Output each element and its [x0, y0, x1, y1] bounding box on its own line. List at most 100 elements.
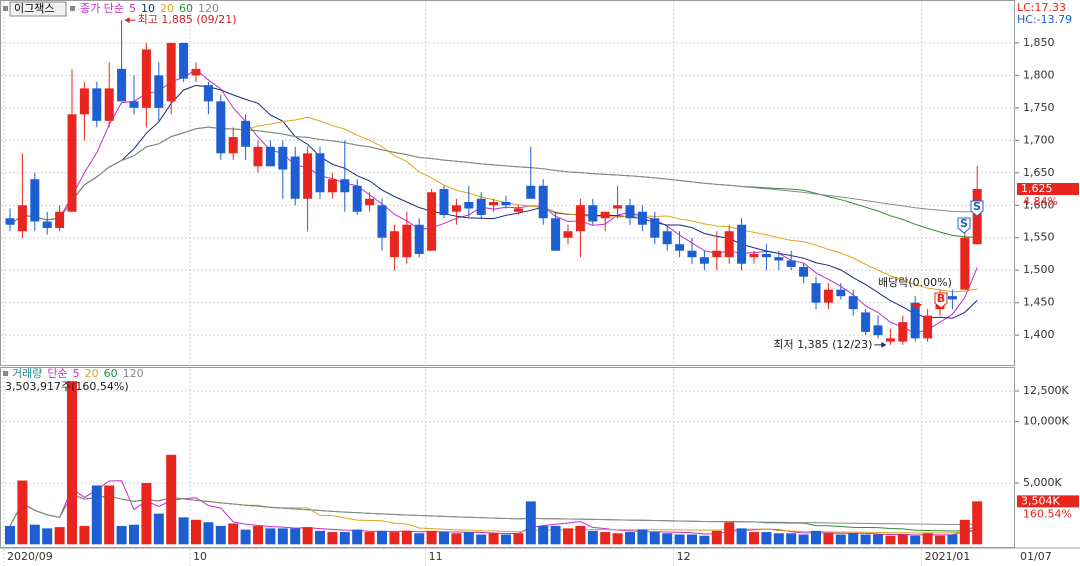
candle-body: [427, 192, 437, 251]
header-icon: [3, 6, 8, 11]
x-tick-label: 10: [193, 550, 207, 563]
volume-bar: [910, 535, 921, 545]
last-price-label: 1,625: [1021, 182, 1053, 195]
candle-body: [687, 250, 697, 258]
volume-bar: [166, 454, 177, 545]
candle-body: [30, 179, 40, 222]
y-tick-label: 1,500: [1023, 263, 1055, 276]
candle-body: [290, 156, 300, 199]
volume-bar: [786, 533, 797, 545]
volume-bar: [600, 532, 611, 545]
candle-body: [278, 146, 288, 170]
volume-bar: [897, 534, 908, 545]
candle-body: [650, 218, 660, 238]
candle-body: [811, 283, 821, 303]
hc-label: HC:-13.79: [1017, 13, 1072, 26]
y-tick-label: 1,550: [1023, 231, 1055, 244]
arrow-head: [881, 341, 887, 348]
volume-bar: [501, 534, 511, 545]
volume-bar: [476, 534, 487, 545]
candle-body: [737, 224, 747, 264]
legend-entry: 10: [141, 2, 155, 15]
y-tick-label: 12,500K: [1023, 384, 1069, 397]
candle-body: [79, 88, 89, 115]
signal-badge: [970, 200, 984, 217]
candle-body: [749, 253, 759, 258]
volume-bar: [922, 533, 933, 545]
candle-body: [861, 312, 871, 332]
volume-bar: [129, 524, 139, 545]
indicator-label: 종가 단순: [80, 2, 124, 15]
candle-body: [439, 189, 449, 215]
volume-title: 거래량: [12, 367, 42, 380]
volume-bar: [191, 519, 201, 545]
candle-body: [228, 137, 238, 154]
volume-bar: [587, 530, 598, 545]
volume-bar: [414, 533, 425, 545]
candle-body: [563, 231, 573, 238]
candle-body: [365, 198, 375, 206]
legend-entry: 5: [129, 2, 136, 15]
signal-label: B: [937, 292, 945, 305]
y-tick-label: 10,000K: [1023, 415, 1069, 428]
volume-bar: [711, 530, 722, 545]
volume-bar: [550, 525, 561, 545]
candle-body: [625, 205, 635, 219]
legend-entry: 120: [123, 367, 144, 380]
volume-bar: [352, 529, 363, 545]
volume-bar: [885, 535, 896, 545]
legend-entry: 20: [85, 367, 99, 380]
last-volume-label: 3,504K: [1021, 494, 1060, 507]
candle-body: [476, 198, 486, 215]
candle-body: [191, 68, 201, 76]
legend-entry: 5: [73, 367, 80, 380]
legend-entry: 20: [160, 2, 174, 15]
candle-body: [823, 289, 833, 303]
candle-body: [92, 88, 102, 121]
lc-label: LC:17.33: [1017, 1, 1066, 14]
volume-bar: [79, 525, 90, 545]
volume-bar: [228, 523, 239, 545]
x-tick-label: 01/07: [1020, 550, 1052, 563]
candle-body: [551, 218, 561, 251]
volume-bar: [290, 528, 301, 545]
y-tick-label: 1,450: [1023, 296, 1055, 309]
candle-body: [799, 266, 809, 277]
y-tick-label: 5,000K: [1023, 476, 1062, 489]
candle-body: [203, 85, 213, 102]
candle-body: [141, 49, 151, 108]
volume-bar: [637, 529, 648, 545]
y-tick-label: 1,700: [1023, 133, 1055, 146]
volume-bar: [798, 534, 809, 545]
candle-body: [947, 296, 957, 300]
candle-body: [117, 68, 127, 102]
high-annotation: 최고 1,885 (09/21): [138, 13, 237, 26]
candle-body: [712, 250, 722, 258]
volume-bar: [315, 530, 325, 545]
volume-bar: [253, 525, 263, 545]
volume-bar: [687, 534, 697, 545]
candle-body: [538, 185, 548, 219]
volume-bar: [625, 532, 635, 545]
candle-body: [340, 179, 350, 193]
moving-average-line: [9, 126, 978, 226]
volume-summary: 3,503,917주(160.54%): [5, 380, 129, 393]
candle-body: [154, 75, 164, 108]
volume-bar: [104, 485, 115, 545]
volume-bar: [5, 525, 15, 545]
volume-bar: [724, 522, 735, 545]
volume-bar: [662, 533, 673, 545]
volume-bar: [327, 532, 338, 545]
volume-bar: [935, 535, 945, 545]
volume-bar: [91, 485, 102, 545]
arrow-head: [124, 17, 130, 24]
volume-bar: [451, 533, 462, 545]
volume-bar: [538, 525, 549, 545]
volume-change-label: 160.54%: [1023, 507, 1072, 520]
candle-body: [303, 153, 313, 199]
candle-body: [42, 221, 52, 228]
x-tick-label: 2020/09: [7, 550, 53, 563]
volume-bar: [749, 532, 759, 545]
volume-bar: [823, 533, 834, 545]
